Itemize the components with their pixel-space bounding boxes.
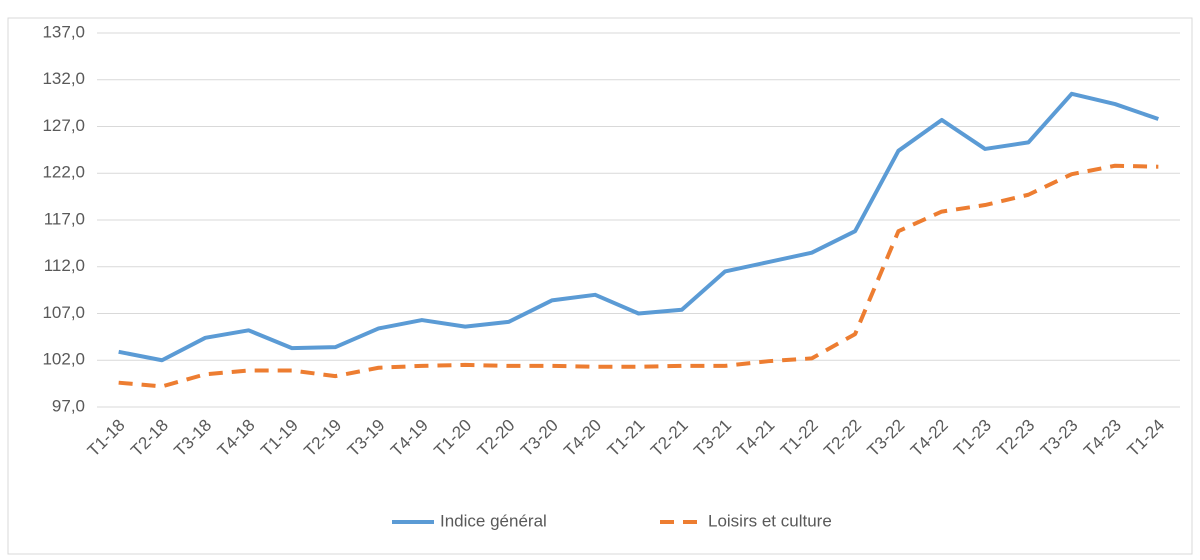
y-tick-label: 107,0 [42, 303, 85, 322]
y-tick-label: 127,0 [42, 116, 85, 135]
y-tick-label: 112,0 [44, 256, 85, 275]
chart-frame [7, 17, 1193, 555]
y-tick-label: 122,0 [42, 163, 85, 182]
series-line [118, 91, 1159, 363]
y-tick-label: 132,0 [42, 69, 85, 88]
legend-label: Loisirs et culture [708, 511, 832, 530]
y-tick-label: 117,0 [44, 209, 85, 228]
y-tick-label: 137,0 [42, 22, 85, 41]
series-line [118, 163, 1159, 389]
legend-label: Indice général [440, 511, 547, 530]
y-tick-label: 97,0 [52, 396, 85, 415]
y-tick-label: 102,0 [42, 350, 85, 369]
